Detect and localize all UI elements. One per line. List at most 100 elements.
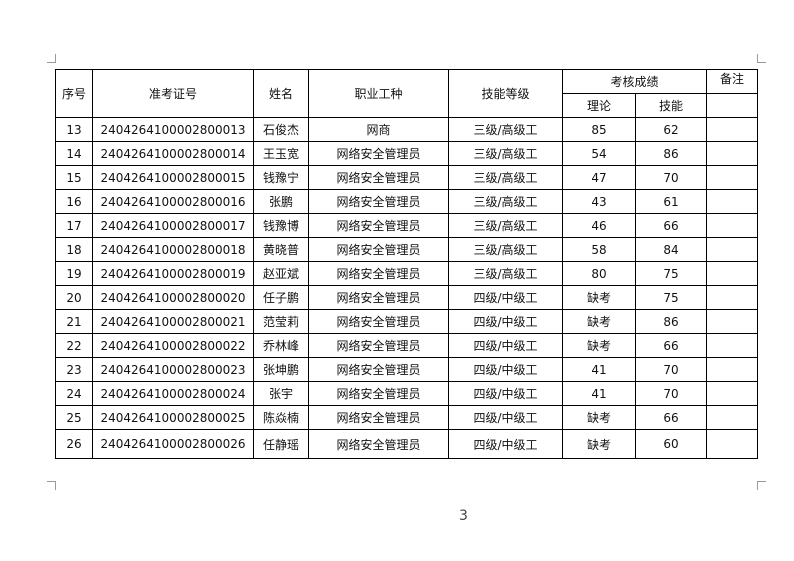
cell: 网络安全管理员: [308, 285, 449, 310]
cell: 2404264100002800016: [92, 189, 254, 214]
cell: 2404264100002800017: [92, 213, 254, 238]
cell: 66: [634, 405, 708, 430]
cell: 张鹏: [253, 189, 309, 214]
data-row: 18 2404264100002800018 黄晓普 网络安全管理员 三级/高级工 58 8…: [55, 237, 759, 262]
cell: 41: [562, 357, 636, 382]
cell: 三级/高级工: [448, 165, 563, 190]
corner-mark: [757, 481, 766, 490]
cell: 任子鹏: [253, 285, 309, 310]
cell: 四级/中级工: [448, 333, 563, 358]
cell: 46: [562, 213, 636, 238]
corner-mark: [757, 54, 766, 63]
data-row: 25 2404264100002800025 陈焱楠 网络安全管理员 四级/中级工 缺考 6…: [55, 405, 759, 430]
cell: 三级/高级工: [448, 141, 563, 166]
cell: 缺考: [562, 285, 636, 310]
cell: 2404264100002800023: [92, 357, 254, 382]
cell: 62: [634, 117, 708, 142]
cell: 范莹莉: [253, 309, 309, 334]
data-row: 20 2404264100002800020 任子鹏 网络安全管理员 四级/中级工 缺考 7…: [55, 285, 759, 310]
cell: 2404264100002800014: [92, 141, 254, 166]
cell: 四级/中级工: [448, 381, 563, 406]
remark-cell: [706, 405, 759, 430]
cell: 2404264100002800018: [92, 237, 254, 262]
cell: 张宇: [253, 381, 309, 406]
cell: 66: [634, 333, 708, 358]
cell: 75: [634, 285, 708, 310]
data-row: 13 2404264100002800013 石俊杰 网商 三级/高级工 85 62: [55, 117, 759, 142]
score-table: 序号 准考证号 姓名 职业工种 技能等级 考核成绩 备注 理论 技能 13 240…: [55, 69, 759, 459]
page-number: 3: [459, 508, 468, 524]
cell: 三级/高级工: [448, 261, 563, 286]
cell: 85: [562, 117, 636, 142]
corner-mark: [47, 481, 56, 490]
cell: 20: [55, 285, 93, 310]
cell: 25: [55, 405, 93, 430]
cell: 22: [55, 333, 93, 358]
header-cell: 技能等级: [448, 69, 563, 118]
cell: 13: [55, 117, 93, 142]
cell: 三级/高级工: [448, 189, 563, 214]
cell: 54: [562, 141, 636, 166]
cell: 钱豫博: [253, 213, 309, 238]
cell: 三级/高级工: [448, 213, 563, 238]
cell: 18: [55, 237, 93, 262]
cell: 钱豫宁: [253, 165, 309, 190]
cell: 80: [562, 261, 636, 286]
remark-cell: [706, 357, 759, 382]
remark-cell: [706, 165, 759, 190]
cell: 网络安全管理员: [308, 261, 449, 286]
header-row: 理论 技能: [56, 93, 759, 118]
cell: 2404264100002800015: [92, 165, 254, 190]
cell: 24: [55, 381, 93, 406]
cell: 16: [55, 189, 93, 214]
cell: 网络安全管理员: [308, 309, 449, 334]
cell: 14: [55, 141, 93, 166]
remark-cell: [706, 285, 759, 310]
cell: 三级/高级工: [448, 117, 563, 142]
cell: 三级/高级工: [448, 237, 563, 262]
cell: 86: [634, 141, 708, 166]
data-row: 19 2404264100002800019 赵亚斌 网络安全管理员 三级/高级工 80 7…: [55, 261, 759, 286]
data-row: 16 2404264100002800016 张鹏 网络安全管理员 三级/高级工 43 61: [55, 189, 759, 214]
cell: 网络安全管理员: [308, 237, 449, 262]
cell: 2404264100002800021: [92, 309, 254, 334]
cell: 石俊杰: [253, 117, 309, 142]
cell: 任静瑶: [253, 429, 309, 459]
remark-cell: [706, 117, 759, 142]
header-cell: 准考证号: [92, 69, 254, 118]
cell: 70: [634, 357, 708, 382]
header-cell: 考核成绩: [561, 69, 708, 94]
corner-mark: [47, 54, 56, 63]
header-row: 序号 准考证号 姓名 职业工种 技能等级 考核成绩 备注: [55, 69, 759, 118]
cell: 网络安全管理员: [308, 165, 449, 190]
header-cell: [706, 93, 759, 118]
remark-cell: [706, 333, 759, 358]
data-row: 21 2404264100002800021 范莹莉 网络安全管理员 四级/中级工 缺考 8…: [55, 309, 759, 334]
remark-cell: [706, 429, 759, 459]
cell: 2404264100002800026: [92, 429, 254, 459]
cell: 四级/中级工: [448, 309, 563, 334]
header-cell: 备注: [706, 69, 759, 94]
cell: 75: [634, 261, 708, 286]
cell: 缺考: [562, 429, 636, 459]
cell: 58: [562, 237, 636, 262]
cell: 四级/中级工: [448, 357, 563, 382]
header-cell: 序号: [55, 69, 93, 118]
remark-cell: [706, 381, 759, 406]
cell: 2404264100002800013: [92, 117, 254, 142]
cell: 2404264100002800022: [92, 333, 254, 358]
cell: 四级/中级工: [448, 405, 563, 430]
cell: 网络安全管理员: [308, 213, 449, 238]
cell: 张坤鹏: [253, 357, 309, 382]
cell: 70: [634, 381, 708, 406]
cell: 赵亚斌: [253, 261, 309, 286]
cell: 61: [634, 189, 708, 214]
remark-cell: [706, 189, 759, 214]
cell: 19: [55, 261, 93, 286]
cell: 26: [55, 429, 93, 459]
cell: 2404264100002800025: [92, 405, 254, 430]
header-cell: 理论: [562, 93, 636, 118]
data-row: 26 2404264100002800026 任静瑶 网络安全管理员 四级/中级工 缺考 6…: [55, 429, 759, 459]
data-row: 24 2404264100002800024 张宇 网络安全管理员 四级/中级工 41 70: [55, 381, 759, 406]
